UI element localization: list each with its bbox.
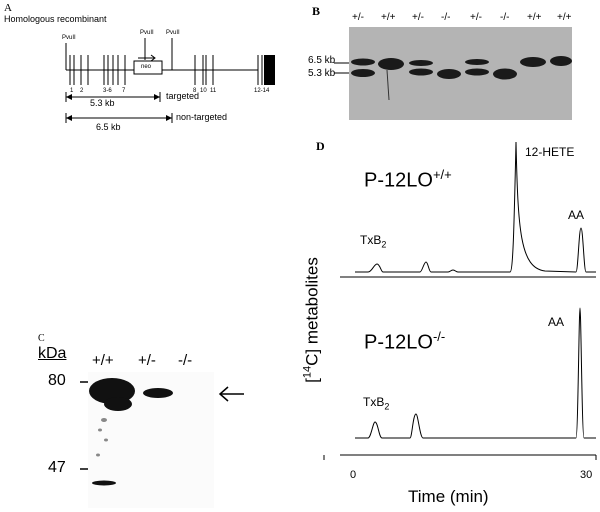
txb2-base: TxB <box>360 233 382 247</box>
marker-47-label: 47 <box>48 459 66 476</box>
band-size-label: 6.5 kb <box>308 55 336 66</box>
panel-a-title: Homologous recombinant <box>4 14 107 24</box>
exon-label: 12-14 <box>254 88 270 94</box>
targeted-size-label: 5.3 kb <box>90 98 115 108</box>
top-genotype-label: P-12LO+/+ <box>364 168 452 191</box>
marker-80-label: 80 <box>48 372 66 389</box>
top-genotype-base: P-12LO <box>364 169 433 192</box>
exon-label: 11 <box>210 88 217 94</box>
x-axis-label: Time (min) <box>408 487 489 506</box>
txb2-subscript: 2 <box>381 239 387 250</box>
panel-d-letter: D <box>316 139 325 153</box>
txb2-subscript: 2 <box>384 401 390 412</box>
x-axis-end-label: 30 <box>580 469 593 481</box>
x-axis-start-label: 0 <box>350 469 357 481</box>
chromatogram-trace-knockout <box>355 307 596 439</box>
panel-a-letter: A <box>4 2 12 14</box>
western-lane-label: +/+ <box>92 352 114 369</box>
peak-label-12-hete: 12-HETE <box>525 145 575 159</box>
peak-label-txb2: TxB2 <box>363 396 389 411</box>
genotype-lane-label: +/+ <box>527 12 542 23</box>
genotype-lane-label: -/- <box>441 12 451 23</box>
exon-label: 1 <box>70 88 74 94</box>
genotype-lane-label: +/+ <box>557 12 572 23</box>
western-lane-label: -/- <box>178 352 193 369</box>
nontargeted-size-label: 6.5 kb <box>96 122 121 132</box>
panel-b-letter: B <box>312 4 321 18</box>
neo-cassette-label: neo <box>141 64 152 70</box>
bottom-genotype-sup: -/- <box>432 329 446 344</box>
chromatogram-trace-wildtype <box>355 141 596 273</box>
genotype-lane-label: +/- <box>352 12 364 23</box>
exon-label: 7 <box>122 88 126 94</box>
exon-label: 2 <box>80 88 84 94</box>
genotype-lane-label: +/- <box>412 12 424 23</box>
targeted-note: targeted <box>166 91 200 101</box>
txb2-base: TxB <box>363 395 385 409</box>
pvuii-site-label: PvuII <box>62 35 76 41</box>
exon-label: 3-6 <box>103 88 112 94</box>
nontargeted-note: non-targeted <box>176 112 228 122</box>
top-genotype-sup: +/+ <box>432 167 452 182</box>
peak-label-aa: AA <box>568 208 585 222</box>
genotype-lane-label: -/- <box>500 12 510 23</box>
panel-c-letter: C <box>38 333 45 344</box>
peak-label-txb2: TxB2 <box>360 234 386 249</box>
exon-label: 8 <box>193 88 197 94</box>
genotype-lane-label: +/- <box>470 12 482 23</box>
bottom-genotype-base: P-12LO <box>364 331 433 354</box>
band-size-label: 5.3 kb <box>308 68 336 79</box>
western-lane-label: +/- <box>138 352 156 369</box>
pvuii-site-label: PvuII <box>166 30 180 36</box>
bottom-genotype-label: P-12LO-/- <box>364 330 445 353</box>
panel-c-unit-label: kDa <box>38 345 67 362</box>
pvuii-site-label: PvuII <box>140 30 154 36</box>
exon-label: 10 <box>200 88 207 94</box>
genotype-lane-label: +/+ <box>381 12 396 23</box>
peak-label-aa: AA <box>548 315 565 329</box>
